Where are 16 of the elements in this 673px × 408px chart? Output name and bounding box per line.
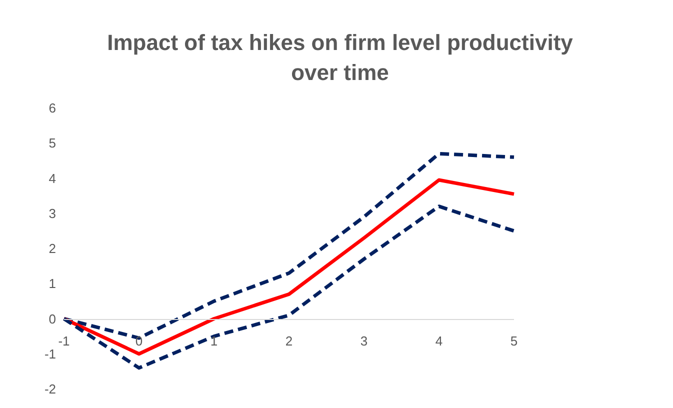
x-tick-label: 1 <box>210 334 218 348</box>
y-tick-label: -2 <box>44 382 56 397</box>
y-tick-label: -1 <box>44 346 56 362</box>
x-tick-label: -1 <box>58 334 70 348</box>
chart-title: Impact of tax hikes on firm level productivity over time <box>106 29 574 87</box>
x-tick-label: 4 <box>435 334 443 348</box>
x-tick-label: 3 <box>360 334 368 348</box>
y-tick-label: 3 <box>48 206 56 221</box>
x-tick-label: 2 <box>285 334 293 348</box>
y-tick-label: 5 <box>48 136 56 151</box>
y-tick-label: 2 <box>48 241 56 256</box>
y-tick-label: 0 <box>48 311 56 326</box>
y-tick-label: 4 <box>48 170 56 186</box>
y-tick-label: 6 <box>48 100 56 116</box>
y-tick-label: 1 <box>48 276 56 292</box>
x-tick-label: 5 <box>510 334 518 348</box>
